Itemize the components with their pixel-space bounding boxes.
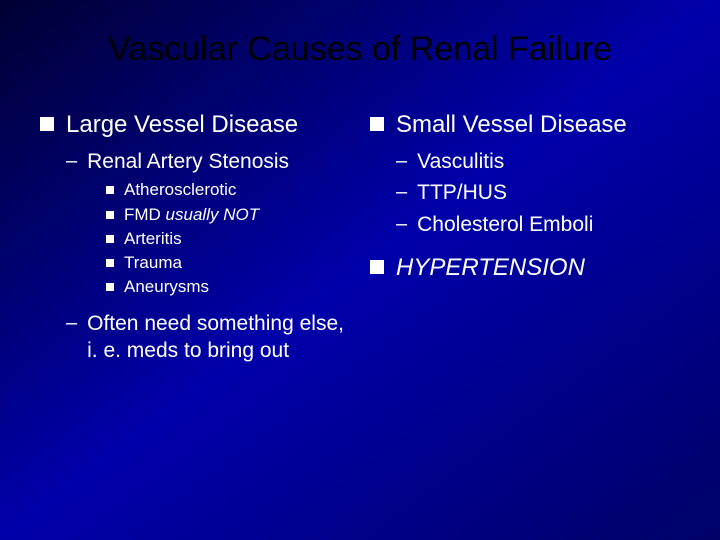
right-column: Small Vessel Disease – Vasculitis – TTP/… — [370, 109, 680, 369]
square-bullet-sm-icon — [106, 211, 114, 219]
right-item-0: Vasculitis — [417, 148, 504, 175]
left-item-1: FMD usually NOT — [124, 204, 259, 226]
square-bullet-sm-icon — [106, 259, 114, 267]
left-item-1-italic: usually NOT — [166, 205, 260, 224]
list-item: Aneurysms — [106, 276, 350, 298]
left-sub1: Renal Artery Stenosis — [87, 148, 289, 175]
list-item: – TTP/HUS — [396, 179, 680, 206]
slide-title: Vascular Causes of Renal Failure — [40, 30, 680, 69]
square-bullet-icon — [370, 117, 384, 131]
left-heading-row: Large Vessel Disease — [40, 109, 350, 140]
square-bullet-sm-icon — [106, 186, 114, 194]
square-bullet-sm-icon — [106, 235, 114, 243]
left-item-4: Aneurysms — [124, 276, 209, 298]
content-columns: Large Vessel Disease – Renal Artery Sten… — [40, 109, 680, 369]
list-item: Atherosclerotic — [106, 179, 350, 201]
left-item-3: Trauma — [124, 252, 182, 274]
list-item: FMD usually NOT — [106, 204, 350, 226]
list-item: Arteritis — [106, 228, 350, 250]
left-item-0: Atherosclerotic — [124, 179, 236, 201]
right-heading2-row: HYPERTENSION — [370, 252, 680, 283]
square-bullet-icon — [40, 117, 54, 131]
right-heading: Small Vessel Disease — [396, 109, 627, 140]
dash-bullet-icon: – — [396, 181, 407, 204]
left-column: Large Vessel Disease – Renal Artery Sten… — [40, 109, 350, 369]
dash-bullet-icon: – — [66, 312, 77, 335]
right-heading-row: Small Vessel Disease — [370, 109, 680, 140]
square-bullet-sm-icon — [106, 283, 114, 291]
list-item: – Vasculitis — [396, 148, 680, 175]
dash-bullet-icon: – — [396, 150, 407, 173]
dash-bullet-icon: – — [66, 150, 77, 173]
dash-bullet-icon: – — [396, 213, 407, 236]
left-sub2-row: – Often need something else, i. e. meds … — [66, 310, 350, 365]
list-item: Trauma — [106, 252, 350, 274]
left-sub2: Often need something else, i. e. meds to… — [87, 310, 350, 365]
left-item-2: Arteritis — [124, 228, 182, 250]
left-item-1-prefix: FMD — [124, 205, 166, 224]
right-heading2: HYPERTENSION — [396, 252, 585, 283]
square-bullet-icon — [370, 260, 384, 274]
left-sub1-row: – Renal Artery Stenosis — [66, 148, 350, 175]
right-item-1: TTP/HUS — [417, 179, 507, 206]
left-heading: Large Vessel Disease — [66, 109, 298, 140]
right-item-2: Cholesterol Emboli — [417, 211, 593, 238]
list-item: – Cholesterol Emboli — [396, 211, 680, 238]
